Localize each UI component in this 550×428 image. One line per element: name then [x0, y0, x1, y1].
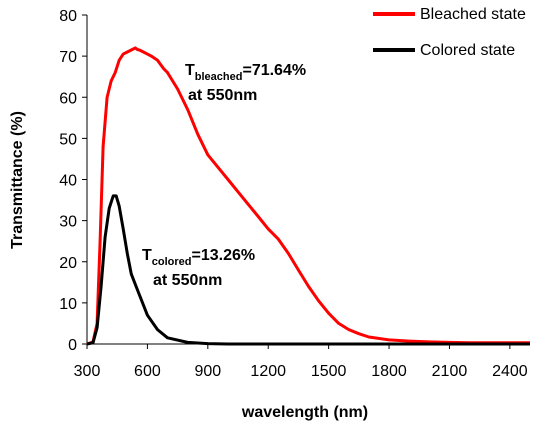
series-layer: [86, 46, 530, 346]
x-tick-label: 300: [74, 363, 101, 380]
y-tick-label: 30: [59, 214, 77, 231]
legend-label-bleached: Bleached state: [420, 6, 526, 23]
x-tick-label: 1500: [311, 363, 347, 380]
x-tick-label: 2400: [492, 363, 528, 380]
svg-text:Tcolored=13.26%: Tcolored=13.26%: [142, 247, 255, 268]
y-axis-ticks: 0 10 20 30 40 50 60 70 80: [59, 8, 87, 354]
annotation-colored: Tcolored=13.26% at 550nm: [142, 247, 255, 289]
x-axis-title: wavelength (nm): [241, 404, 368, 421]
y-tick-label: 20: [59, 255, 77, 272]
x-tick-label: 900: [194, 363, 221, 380]
x-tick-label: 1800: [371, 363, 407, 380]
y-tick-label: 40: [59, 173, 77, 190]
y-tick-label: 70: [59, 49, 77, 66]
series-line-bleached: [86, 46, 530, 346]
legend: Bleached state Colored state: [373, 6, 526, 59]
annotation-bleached: Tbleached=71.64% at 550nm: [185, 62, 306, 104]
series-line-colored: [86, 194, 530, 346]
y-tick-label: 0: [68, 337, 77, 354]
x-tick-label: 1200: [250, 363, 286, 380]
x-axis-ticks: 300 600 900 1200 1500 1800 2100 2400: [74, 344, 528, 380]
svg-text:at 550nm: at 550nm: [153, 272, 222, 289]
x-tick-label: 600: [134, 363, 161, 380]
y-tick-label: 60: [59, 90, 77, 107]
legend-label-colored: Colored state: [420, 42, 515, 59]
y-tick-label: 50: [59, 131, 77, 148]
x-tick-label: 2100: [432, 363, 468, 380]
svg-text:Tbleached=71.64%: Tbleached=71.64%: [185, 62, 306, 83]
y-axis-title: Transmittance (%): [9, 111, 26, 249]
y-tick-label: 10: [59, 296, 77, 313]
y-tick-label: 80: [59, 8, 77, 25]
svg-text:at 550nm: at 550nm: [188, 87, 257, 104]
